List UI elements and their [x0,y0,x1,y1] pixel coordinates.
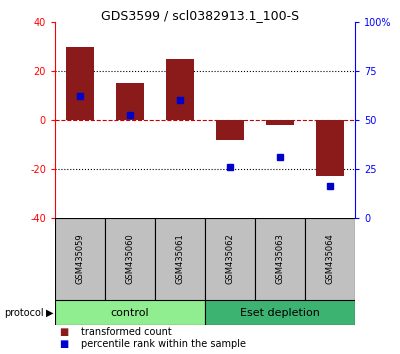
Text: transformed count: transformed count [81,327,172,337]
Text: GSM435064: GSM435064 [326,234,334,284]
Bar [55,300,205,325]
Text: GSM435062: GSM435062 [226,234,234,284]
Bar [66,46,94,120]
Text: GSM435060: GSM435060 [126,234,134,284]
Text: GSM435063: GSM435063 [276,234,284,284]
Bar [55,218,105,300]
Text: protocol: protocol [4,308,44,318]
Text: ■: ■ [59,339,68,349]
Bar [166,59,194,120]
Text: Eset depletion: Eset depletion [240,308,320,318]
Bar [105,218,155,300]
Bar [266,120,294,125]
Text: GSM435059: GSM435059 [76,234,84,284]
Bar [305,218,355,300]
Bar [116,83,144,120]
Text: GSM435061: GSM435061 [176,234,184,284]
Bar [316,120,344,176]
Text: control: control [111,308,149,318]
Text: ■: ■ [59,327,68,337]
Text: GDS3599 / scl0382913.1_100-S: GDS3599 / scl0382913.1_100-S [101,9,299,22]
Bar [255,218,305,300]
Bar [216,120,244,139]
Bar [205,218,255,300]
Bar [155,218,205,300]
Text: ▶: ▶ [46,308,54,318]
Bar [205,300,355,325]
Text: percentile rank within the sample: percentile rank within the sample [81,339,246,349]
